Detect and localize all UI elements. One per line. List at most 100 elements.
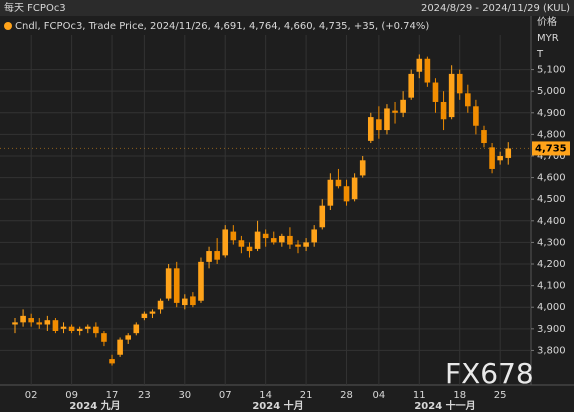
x-tick-label: 25 — [494, 390, 507, 401]
x-tick-label: 02 — [25, 390, 38, 401]
candle-body — [254, 231, 261, 249]
y-tick-label: 4,700 — [537, 151, 566, 162]
candle-body — [505, 148, 512, 158]
candle-body — [473, 106, 479, 126]
month-label: 2024 十月 — [252, 399, 303, 412]
month-label: 2024 十一月 — [414, 399, 475, 412]
candle-body — [133, 324, 140, 334]
candle-body — [481, 130, 487, 144]
x-tick-label: 04 — [373, 390, 386, 401]
watermark: FX678 — [445, 357, 534, 390]
candle-body — [117, 339, 123, 355]
y-tick-label: 4,200 — [537, 259, 566, 270]
candle-body — [489, 147, 495, 169]
candle-body — [60, 326, 67, 329]
candle-body — [351, 177, 358, 200]
candle-body — [222, 229, 229, 256]
candle-body — [206, 251, 212, 262]
y-tick-label: 4,600 — [537, 173, 566, 184]
legend-icon — [4, 22, 12, 30]
y-tick-label: 4,900 — [537, 108, 566, 119]
y-tick-label: 3,800 — [537, 345, 566, 356]
candle-body — [376, 119, 382, 131]
candle-body — [392, 110, 398, 113]
candle-body — [400, 99, 406, 113]
candle-body — [76, 328, 83, 331]
y-tick-label: 4,800 — [537, 129, 566, 140]
y-tick-label: 4,000 — [537, 302, 566, 313]
x-tick-label: 07 — [219, 390, 232, 401]
candle-body — [311, 229, 317, 243]
y-tick-label: 5,100 — [537, 65, 566, 76]
candle-body — [182, 298, 188, 306]
y-tick-label: 4,300 — [537, 237, 566, 248]
candle-body — [93, 326, 99, 334]
candle-body — [101, 333, 107, 342]
x-tick-label: 17 — [106, 390, 119, 401]
candle-body — [12, 322, 18, 325]
chart-title: 每天 FCPOc3 — [4, 1, 66, 14]
candle-body — [36, 322, 43, 325]
candle-body — [230, 231, 237, 241]
candle-body — [52, 320, 59, 331]
candle-body — [416, 58, 423, 72]
candle-body — [440, 101, 447, 120]
candle-body — [173, 268, 180, 303]
last-price-box — [532, 141, 570, 156]
candle-body — [367, 117, 374, 141]
candle-body — [456, 73, 463, 94]
x-tick-label: 18 — [453, 390, 466, 401]
x-tick-label: 14 — [259, 390, 272, 401]
candle-body — [335, 179, 342, 187]
y-axis-label: MYR — [537, 33, 559, 44]
candle-body — [84, 326, 91, 329]
y-axis-label: T — [536, 49, 544, 60]
candle-body — [28, 318, 34, 323]
month-label: 2024 九月 — [69, 399, 120, 412]
candle-body — [319, 205, 326, 228]
date-range: 2024/8/29 - 2024/11/29 (KUL) — [421, 3, 570, 14]
candle-body — [262, 233, 269, 239]
candle-body — [432, 82, 439, 102]
candle-body — [359, 160, 366, 176]
y-axis-label: 价格 — [537, 15, 557, 28]
last-price-label: 4,735 — [535, 143, 567, 154]
candle-body — [68, 326, 75, 331]
x-tick-label: 23 — [138, 390, 151, 401]
candle-body — [497, 155, 503, 161]
candle-body — [141, 313, 148, 319]
candle-body — [384, 108, 390, 131]
candle-body — [157, 300, 164, 310]
candle-body — [238, 240, 245, 247]
candle-body — [303, 242, 309, 247]
x-tick-label: 30 — [178, 390, 191, 401]
candle-body — [465, 93, 471, 107]
candle-body — [270, 238, 277, 243]
candle-body — [214, 251, 220, 260]
candle-body — [343, 186, 350, 202]
y-tick-label: 4,400 — [537, 216, 566, 227]
candle-body — [20, 315, 26, 323]
candle-body — [125, 335, 132, 340]
candle-body — [448, 73, 455, 118]
candle-body — [165, 268, 172, 299]
x-tick-label: 21 — [300, 390, 313, 401]
candle-body — [109, 359, 115, 364]
y-tick-label: 3,900 — [537, 324, 566, 335]
x-tick-label: 28 — [340, 390, 353, 401]
candle-body — [279, 235, 285, 243]
legend-text: Cndl, FCPOc3, Trade Price, 2024/11/26, 4… — [15, 21, 429, 32]
candle-body — [246, 246, 253, 252]
y-tick-label: 4,100 — [537, 281, 566, 292]
candle-body — [198, 261, 204, 301]
title-bar — [0, 0, 574, 16]
y-tick-label: 5,000 — [537, 86, 566, 97]
candle-body — [295, 244, 301, 247]
x-tick-label: 11 — [413, 390, 426, 401]
candle-body — [408, 73, 415, 98]
candle-body — [149, 311, 156, 314]
candle-body — [44, 320, 51, 325]
candle-body — [424, 58, 431, 83]
